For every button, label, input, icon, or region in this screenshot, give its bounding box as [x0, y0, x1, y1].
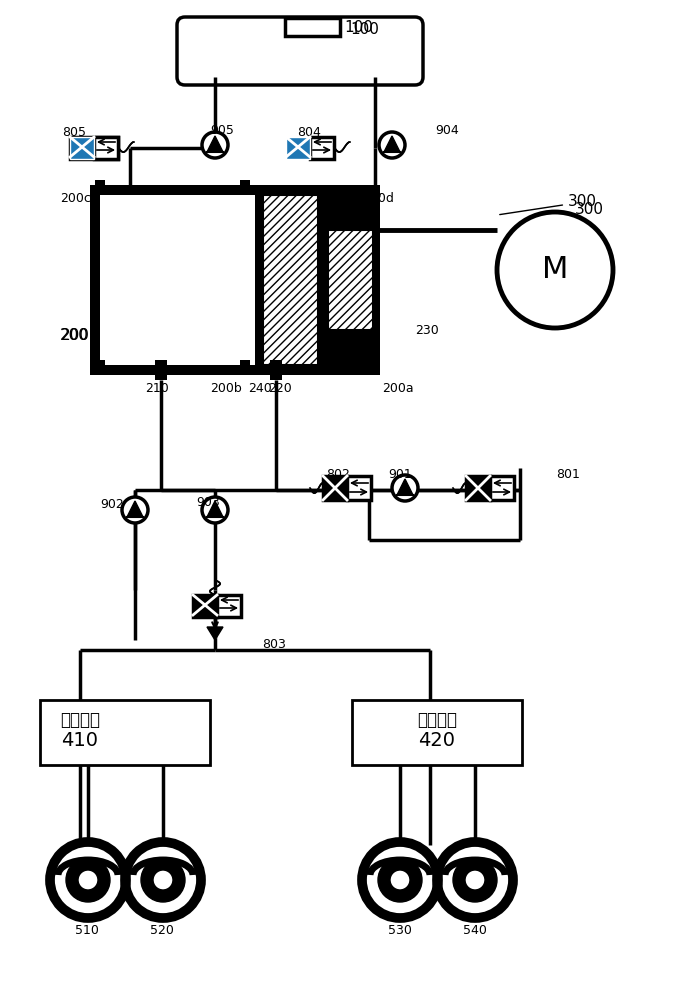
Circle shape	[465, 870, 485, 890]
Polygon shape	[384, 136, 400, 152]
Circle shape	[379, 132, 405, 158]
Text: 210: 210	[145, 381, 168, 394]
Text: 200d: 200d	[362, 192, 394, 205]
Text: 901: 901	[388, 468, 412, 482]
Bar	[70, 137, 94, 159]
Bar	[70, 137, 118, 159]
Bar	[240, 360, 250, 370]
Bar	[328, 230, 373, 330]
Bar	[90, 185, 380, 375]
Text: 805: 805	[62, 125, 86, 138]
Text: 200a: 200a	[382, 381, 413, 394]
Bar	[270, 360, 282, 380]
Bar	[40, 700, 210, 765]
Text: M: M	[542, 255, 568, 284]
Text: 520: 520	[150, 924, 174, 936]
Circle shape	[141, 858, 185, 902]
Text: 200b: 200b	[210, 381, 241, 394]
Polygon shape	[207, 501, 223, 517]
FancyBboxPatch shape	[177, 17, 423, 85]
Text: 220: 220	[268, 381, 292, 394]
Text: 803: 803	[262, 639, 286, 652]
Text: 801: 801	[556, 468, 580, 482]
Text: 510: 510	[75, 924, 99, 936]
Circle shape	[392, 475, 418, 501]
Bar	[100, 195, 255, 365]
Bar	[310, 137, 334, 159]
Circle shape	[78, 870, 98, 890]
Circle shape	[66, 858, 110, 902]
Text: 200: 200	[60, 328, 89, 342]
Text: 200: 200	[61, 328, 90, 342]
Text: 530: 530	[388, 924, 412, 936]
Text: 100: 100	[344, 20, 373, 35]
Text: 902: 902	[100, 498, 123, 512]
Bar	[352, 700, 522, 765]
Bar	[323, 476, 347, 500]
Bar	[217, 595, 241, 617]
Circle shape	[378, 858, 422, 902]
Circle shape	[453, 858, 497, 902]
Bar	[286, 137, 310, 159]
Text: 制动回路: 制动回路	[60, 711, 100, 729]
Text: 905: 905	[210, 123, 234, 136]
Circle shape	[497, 212, 613, 328]
Circle shape	[202, 497, 228, 523]
Text: 100: 100	[350, 22, 379, 37]
Polygon shape	[207, 627, 223, 640]
Text: 802: 802	[326, 468, 350, 482]
Bar	[240, 180, 250, 190]
Bar	[263, 195, 318, 365]
Text: 410: 410	[61, 730, 98, 750]
Bar	[466, 476, 490, 500]
Bar	[70, 137, 94, 159]
Circle shape	[202, 132, 228, 158]
Text: 300: 300	[500, 194, 597, 215]
Text: 230: 230	[415, 324, 439, 336]
Bar	[94, 137, 118, 159]
Text: 制动回路: 制动回路	[417, 711, 457, 729]
Bar	[193, 595, 217, 617]
Text: 540: 540	[463, 924, 487, 936]
Bar	[95, 360, 105, 370]
Text: 904: 904	[435, 123, 459, 136]
Bar	[285, 18, 340, 36]
Circle shape	[153, 870, 173, 890]
Text: 903: 903	[196, 495, 220, 508]
Text: 300: 300	[575, 202, 604, 218]
Bar	[155, 360, 167, 380]
Text: 200c: 200c	[60, 192, 91, 205]
Text: 420: 420	[419, 730, 456, 750]
Bar	[286, 137, 310, 159]
Circle shape	[122, 497, 148, 523]
Bar	[490, 476, 514, 500]
Polygon shape	[207, 136, 223, 152]
Bar	[95, 180, 105, 190]
Bar	[347, 476, 371, 500]
Bar	[318, 195, 380, 365]
Polygon shape	[397, 479, 413, 495]
Text: 240: 240	[248, 381, 271, 394]
Polygon shape	[127, 501, 143, 517]
Circle shape	[390, 870, 410, 890]
Text: 804: 804	[297, 125, 321, 138]
